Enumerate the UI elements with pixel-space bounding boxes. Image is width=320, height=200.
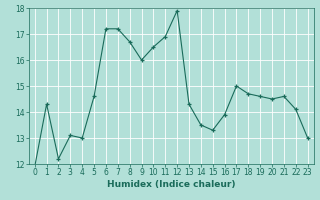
X-axis label: Humidex (Indice chaleur): Humidex (Indice chaleur) — [107, 180, 236, 189]
